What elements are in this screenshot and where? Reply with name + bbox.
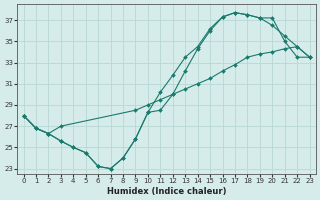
X-axis label: Humidex (Indice chaleur): Humidex (Indice chaleur) [107,187,226,196]
